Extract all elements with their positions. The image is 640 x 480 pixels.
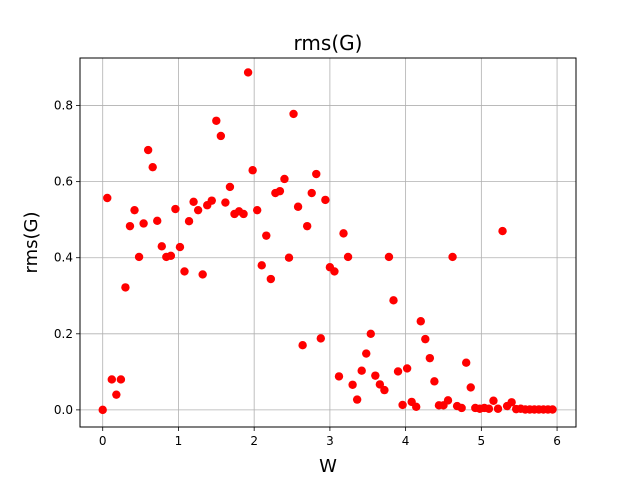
y-axis-label: rms(G) <box>21 212 42 274</box>
data-point <box>507 398 516 407</box>
data-point <box>421 334 430 344</box>
chart-title: rms(G) <box>294 31 363 55</box>
data-point <box>262 231 271 240</box>
data-point <box>461 358 471 367</box>
data-point <box>457 403 466 413</box>
data-point <box>266 274 276 284</box>
data-point <box>343 252 353 262</box>
x-axis-label: W <box>319 456 337 477</box>
data-point <box>198 270 207 279</box>
x-tick-label: 0 <box>99 434 107 448</box>
data-point <box>280 174 289 184</box>
data-point <box>98 405 107 415</box>
data-point <box>348 380 357 389</box>
grid <box>80 58 576 427</box>
data-point <box>189 197 198 206</box>
data-point <box>330 267 339 276</box>
data-point <box>402 364 412 373</box>
data-point <box>416 317 425 326</box>
data-point <box>398 400 407 410</box>
data-point <box>393 367 403 376</box>
data-point <box>139 219 148 228</box>
data-point <box>412 402 421 412</box>
data-point <box>366 329 375 338</box>
axis-ticks: 0 1 2 3 4 5 6 0.0 0.2 0.4 0.6 0.8 <box>54 99 561 448</box>
y-tick-label: 0.2 <box>54 327 73 341</box>
y-tick-label: 0.0 <box>54 403 73 417</box>
data-point <box>493 404 503 413</box>
data-point <box>193 205 203 215</box>
data-point <box>321 195 330 205</box>
data-point <box>116 375 126 384</box>
data-point <box>430 377 439 386</box>
data-point <box>357 366 366 375</box>
data-point <box>221 198 230 207</box>
data-point <box>216 131 226 141</box>
data-point <box>175 242 185 252</box>
data-points <box>98 68 557 415</box>
data-point <box>275 186 285 196</box>
y-tick-label: 0.4 <box>54 251 73 265</box>
data-point <box>103 193 112 203</box>
data-point <box>380 385 389 395</box>
data-point <box>293 202 303 211</box>
data-point <box>466 383 475 392</box>
data-point <box>375 380 385 389</box>
x-tick-label: 4 <box>402 434 410 448</box>
data-point <box>143 145 153 155</box>
data-point <box>157 242 166 251</box>
data-point <box>302 221 312 231</box>
data-point <box>180 267 189 276</box>
data-point <box>239 209 248 219</box>
data-point <box>352 395 362 404</box>
x-tick-label: 1 <box>175 434 183 448</box>
data-point <box>284 253 294 262</box>
data-point <box>298 341 307 350</box>
data-point <box>243 68 253 77</box>
data-point <box>252 205 262 215</box>
data-point <box>371 371 380 380</box>
data-point <box>207 196 216 205</box>
data-point <box>130 205 139 215</box>
x-tick-label: 5 <box>478 434 486 448</box>
data-point <box>425 353 435 363</box>
plot-frame <box>79 57 577 428</box>
data-point <box>362 349 371 358</box>
data-point <box>307 188 316 198</box>
data-point <box>489 396 498 405</box>
data-point <box>125 221 135 231</box>
data-point <box>443 396 453 405</box>
y-tick-label: 0.6 <box>54 175 73 189</box>
x-tick-label: 3 <box>326 434 334 448</box>
data-point <box>225 182 235 192</box>
data-point <box>112 390 121 399</box>
data-point <box>384 252 394 262</box>
data-point <box>312 169 321 179</box>
data-point <box>289 109 298 119</box>
data-point <box>498 226 507 236</box>
data-point <box>334 372 344 381</box>
data-point <box>134 252 144 262</box>
data-point <box>339 229 348 238</box>
x-tick-label: 2 <box>250 434 258 448</box>
data-point <box>107 375 117 384</box>
data-point <box>548 405 557 414</box>
x-tick-label: 6 <box>553 434 561 448</box>
data-point <box>121 283 130 292</box>
data-point <box>184 216 194 226</box>
data-point <box>484 404 494 413</box>
data-point <box>257 261 266 270</box>
data-point <box>316 334 326 343</box>
data-point <box>212 116 221 125</box>
data-point <box>166 251 176 261</box>
data-point <box>171 204 180 214</box>
data-point <box>153 216 162 226</box>
data-point <box>248 166 257 175</box>
data-point <box>148 162 157 172</box>
data-point <box>448 252 457 262</box>
y-tick-label: 0.8 <box>54 99 73 113</box>
data-point <box>389 296 398 305</box>
